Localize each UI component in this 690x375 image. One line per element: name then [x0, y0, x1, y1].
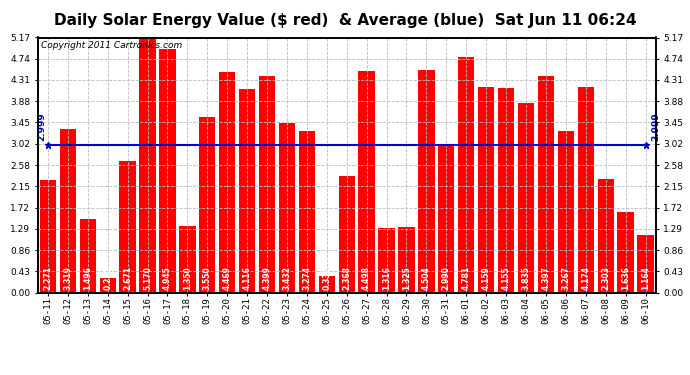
Bar: [458, 57, 475, 292]
Bar: [398, 227, 415, 292]
Bar: [359, 70, 375, 292]
Bar: [339, 176, 355, 292]
Text: 1.325: 1.325: [402, 266, 411, 290]
Bar: [40, 180, 56, 292]
Bar: [139, 38, 156, 292]
Text: 1.164: 1.164: [641, 266, 650, 290]
Bar: [79, 219, 96, 292]
Text: 1.350: 1.350: [183, 266, 192, 290]
Text: 2.368: 2.368: [342, 266, 351, 290]
Text: Daily Solar Energy Value ($ red)  & Average (blue)  Sat Jun 11 06:24: Daily Solar Energy Value ($ red) & Avera…: [54, 13, 636, 28]
Text: Copyright 2011 Cartronics.com: Copyright 2011 Cartronics.com: [41, 41, 182, 50]
Bar: [239, 90, 255, 292]
Text: 2.271: 2.271: [43, 266, 52, 290]
Text: 3.319: 3.319: [63, 266, 72, 290]
Bar: [259, 75, 275, 292]
Text: 4.155: 4.155: [502, 266, 511, 290]
Text: 3.274: 3.274: [302, 266, 311, 290]
Bar: [478, 87, 494, 292]
Text: 0.285: 0.285: [104, 266, 112, 290]
Bar: [119, 161, 136, 292]
Bar: [418, 70, 435, 292]
Text: 4.159: 4.159: [482, 266, 491, 290]
Text: 1.636: 1.636: [621, 266, 630, 290]
Text: 4.397: 4.397: [542, 266, 551, 290]
Bar: [299, 131, 315, 292]
Text: 2.999: 2.999: [37, 112, 46, 141]
Text: 0.337: 0.337: [322, 266, 331, 290]
Text: 4.945: 4.945: [163, 266, 172, 290]
Text: 3.550: 3.550: [203, 266, 212, 290]
Bar: [219, 72, 235, 292]
Text: 2.990: 2.990: [442, 266, 451, 290]
Bar: [638, 235, 653, 292]
Text: 4.469: 4.469: [223, 266, 232, 290]
Text: 1.316: 1.316: [382, 266, 391, 290]
Text: 4.781: 4.781: [462, 266, 471, 290]
Bar: [438, 145, 455, 292]
Bar: [319, 276, 335, 292]
Text: 4.504: 4.504: [422, 266, 431, 290]
Bar: [578, 87, 594, 292]
Text: 4.116: 4.116: [243, 266, 252, 290]
Text: 5.170: 5.170: [143, 266, 152, 290]
Text: 2.671: 2.671: [123, 266, 132, 290]
Bar: [518, 104, 534, 292]
Bar: [378, 228, 395, 292]
Text: 4.399: 4.399: [262, 266, 272, 290]
Bar: [179, 226, 195, 292]
Text: 3.432: 3.432: [282, 266, 291, 290]
Text: 2.999: 2.999: [651, 112, 660, 141]
Bar: [159, 49, 175, 292]
Bar: [558, 131, 574, 292]
Bar: [498, 88, 514, 292]
Text: 2.303: 2.303: [601, 266, 610, 290]
Bar: [99, 279, 116, 292]
Bar: [598, 179, 614, 292]
Text: 4.174: 4.174: [581, 266, 590, 290]
Bar: [618, 212, 634, 292]
Bar: [59, 129, 76, 292]
Text: 3.267: 3.267: [562, 266, 571, 290]
Text: 1.496: 1.496: [83, 266, 92, 290]
Bar: [279, 123, 295, 292]
Text: 3.835: 3.835: [522, 266, 531, 290]
Text: 4.498: 4.498: [362, 266, 371, 290]
Bar: [538, 76, 554, 292]
Bar: [199, 117, 215, 292]
